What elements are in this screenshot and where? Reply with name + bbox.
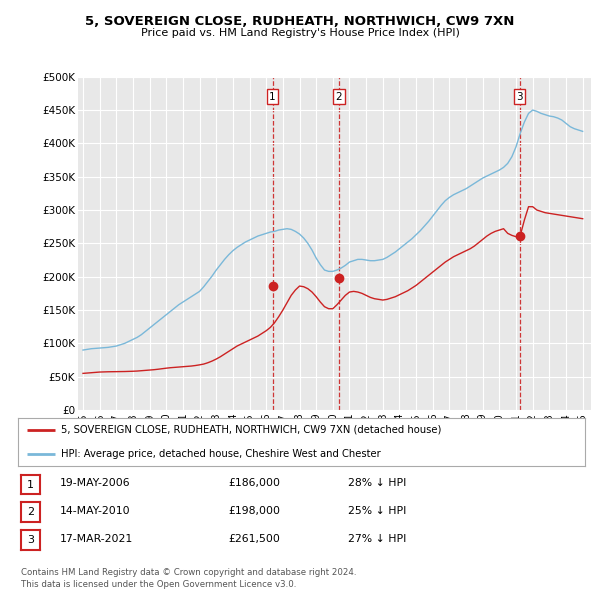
- Text: HPI: Average price, detached house, Cheshire West and Chester: HPI: Average price, detached house, Ches…: [61, 449, 380, 459]
- Text: 1: 1: [27, 480, 34, 490]
- Text: 27% ↓ HPI: 27% ↓ HPI: [348, 534, 406, 543]
- Text: £261,500: £261,500: [228, 534, 280, 543]
- Text: 2: 2: [335, 91, 343, 101]
- Text: 14-MAY-2010: 14-MAY-2010: [60, 506, 131, 516]
- Text: 1: 1: [269, 91, 276, 101]
- Text: 25% ↓ HPI: 25% ↓ HPI: [348, 506, 406, 516]
- Text: 19-MAY-2006: 19-MAY-2006: [60, 478, 131, 488]
- Text: Price paid vs. HM Land Registry's House Price Index (HPI): Price paid vs. HM Land Registry's House …: [140, 28, 460, 38]
- Text: 28% ↓ HPI: 28% ↓ HPI: [348, 478, 406, 488]
- Text: 3: 3: [27, 535, 34, 545]
- Text: 3: 3: [516, 91, 523, 101]
- Text: Contains HM Land Registry data © Crown copyright and database right 2024.
This d: Contains HM Land Registry data © Crown c…: [21, 568, 356, 589]
- Text: 2: 2: [27, 507, 34, 517]
- Text: 5, SOVEREIGN CLOSE, RUDHEATH, NORTHWICH, CW9 7XN: 5, SOVEREIGN CLOSE, RUDHEATH, NORTHWICH,…: [85, 15, 515, 28]
- Text: £198,000: £198,000: [228, 506, 280, 516]
- Text: 17-MAR-2021: 17-MAR-2021: [60, 534, 133, 543]
- Text: 5, SOVEREIGN CLOSE, RUDHEATH, NORTHWICH, CW9 7XN (detached house): 5, SOVEREIGN CLOSE, RUDHEATH, NORTHWICH,…: [61, 425, 441, 435]
- Text: £186,000: £186,000: [228, 478, 280, 488]
